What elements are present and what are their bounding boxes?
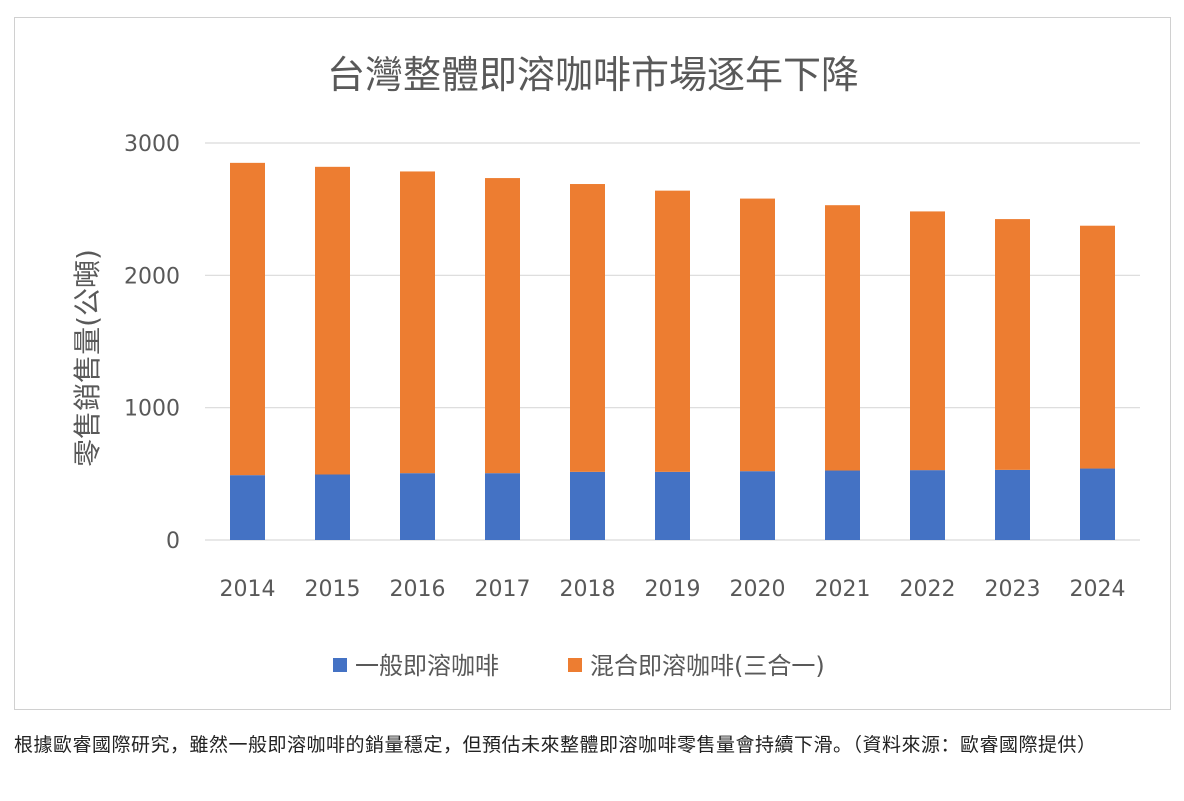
x-tick-label: 2014 (220, 577, 276, 602)
bar-regular-2016 (400, 473, 435, 540)
bar-regular-2019 (655, 471, 690, 540)
legend-swatch (568, 658, 582, 672)
figure-caption: 根據歐睿國際研究，雖然一般即溶咖啡的銷量穩定，但預估未來整體即溶咖啡零售量會持續… (14, 734, 1097, 756)
bar-mixed-2014 (230, 162, 265, 476)
x-tick-label: 2019 (645, 577, 701, 602)
y-axis-ticks: 0 1000 2000 3000 (124, 132, 180, 554)
x-tick-label: 2022 (900, 577, 956, 602)
bar-regular-2024 (1080, 468, 1115, 540)
x-tick-label: 2016 (390, 577, 446, 602)
y-tick-label: 0 (166, 529, 180, 554)
x-tick-label: 2015 (305, 577, 361, 602)
x-tick-label: 2021 (815, 577, 871, 602)
bar-mixed-2019 (655, 190, 690, 472)
bar-regular-2023 (995, 469, 1030, 540)
bar-mixed-2015 (315, 166, 350, 475)
bar-mixed-2018 (570, 184, 605, 472)
y-tick-label: 1000 (124, 397, 180, 422)
chart-frame: 台灣整體即溶咖啡市場逐年下降 0 1000 2000 3000 2014 2015 201… (14, 17, 1171, 710)
legend: 一般即溶咖啡 混合即溶咖啡(三合一) (333, 652, 825, 680)
x-tick-label: 2024 (1070, 577, 1126, 602)
bar-regular-2018 (570, 471, 605, 540)
bar-regular-2017 (485, 473, 520, 540)
bar-mixed-2017 (485, 178, 520, 474)
x-tick-label: 2017 (475, 577, 531, 602)
bar-regular-2021 (825, 470, 860, 540)
x-tick-label: 2018 (560, 577, 616, 602)
x-tick-label: 2020 (730, 577, 786, 602)
bars (230, 162, 1115, 540)
bar-mixed-2016 (400, 171, 435, 474)
chart-title: 台灣整體即溶咖啡市場逐年下降 (327, 53, 859, 97)
y-axis-label: 零售銷售量(公噸) (71, 249, 104, 467)
bar-regular-2020 (740, 471, 775, 540)
bar-mixed-2021 (825, 205, 860, 471)
bar-mixed-2024 (1080, 225, 1115, 469)
legend-label: 一般即溶咖啡 (355, 652, 499, 680)
x-axis-ticks: 2014 2015 2016 2017 2018 2019 2020 2021 2022 2023… (220, 577, 1126, 602)
bar-mixed-2023 (995, 219, 1030, 470)
bar-regular-2015 (315, 474, 350, 540)
x-tick-label: 2023 (985, 577, 1041, 602)
bar-regular-2014 (230, 475, 265, 540)
bar-mixed-2020 (740, 198, 775, 472)
legend-swatch (333, 658, 347, 672)
y-tick-label: 2000 (124, 264, 180, 289)
y-tick-label: 3000 (124, 132, 180, 157)
bar-regular-2022 (910, 470, 945, 540)
legend-label: 混合即溶咖啡(三合一) (590, 652, 825, 680)
bar-mixed-2022 (910, 211, 945, 471)
